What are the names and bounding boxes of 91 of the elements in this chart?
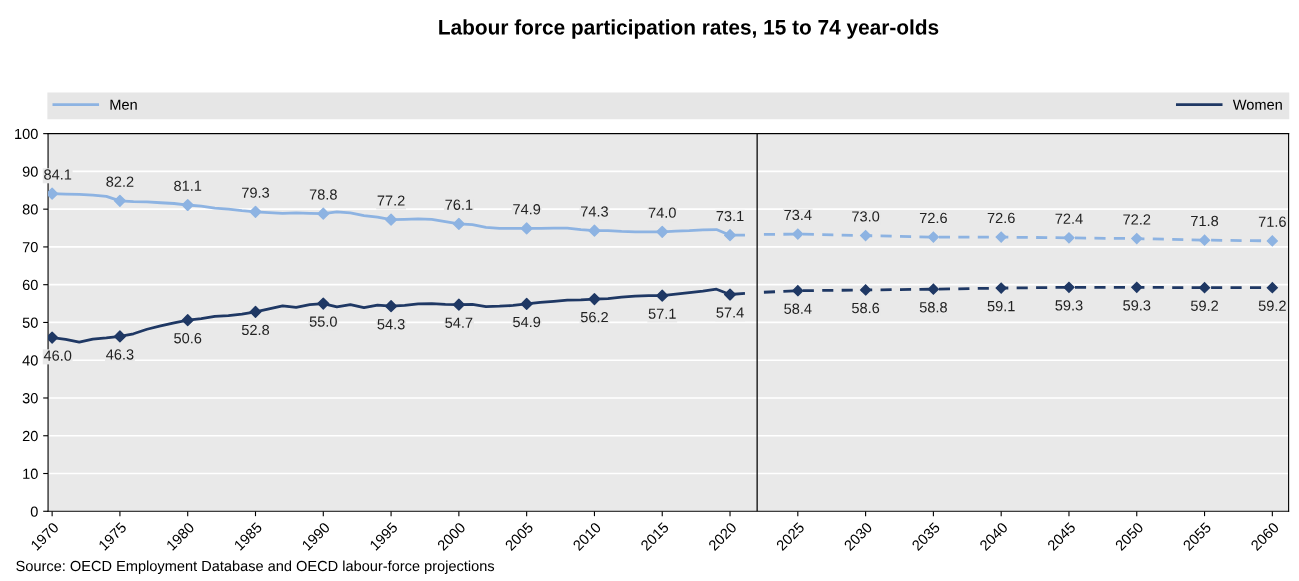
data-label: 72.6 (919, 212, 947, 224)
data-label: 50.6 (174, 333, 202, 344)
point (792, 228, 804, 240)
point (995, 231, 1007, 243)
data-label: 72.2 (1123, 214, 1151, 225)
point (1266, 235, 1278, 247)
data-label: 59.2 (1258, 300, 1286, 311)
y-tick-label: 50 (22, 317, 38, 328)
data-label: 56.2 (580, 311, 608, 323)
data-label: 58.4 (784, 303, 812, 314)
point (452, 217, 465, 230)
point (317, 297, 330, 310)
data-label: 58.6 (852, 302, 880, 314)
data-label: 71.6 (1258, 216, 1286, 227)
point (1131, 233, 1143, 245)
point (385, 300, 398, 313)
data-label: 54.3 (377, 319, 405, 330)
point (520, 222, 533, 235)
point (113, 194, 126, 207)
point (723, 288, 737, 301)
point (859, 284, 872, 296)
source-note: Source: OECD Employment Database and OECD labour-force projections (16, 560, 495, 575)
data-label: 74.3 (581, 206, 608, 217)
data-label: 72.6 (987, 212, 1015, 224)
data-label: 72.4 (1055, 213, 1083, 224)
data-label: 55.0 (309, 316, 337, 327)
data-label: 78.8 (309, 189, 337, 200)
point (656, 225, 669, 238)
data-label: 46.0 (43, 350, 72, 361)
legend-label: Men (110, 99, 137, 110)
data-label: 81.1 (174, 180, 202, 192)
point (181, 198, 194, 212)
point (927, 231, 939, 243)
data-label: 84.1 (44, 169, 72, 180)
y-tick-label: 40 (22, 355, 38, 366)
data-label: 74.9 (513, 204, 541, 215)
data-label: 73.1 (716, 210, 744, 222)
point (181, 314, 194, 327)
data-label: 74.0 (648, 207, 676, 218)
point (520, 297, 533, 311)
data-label: 79.3 (242, 187, 270, 198)
data-label: 73.0 (852, 211, 880, 222)
y-tick-label: 90 (22, 166, 38, 177)
data-label: 59.2 (1190, 300, 1219, 311)
data-label: 73.4 (784, 209, 812, 221)
y-tick-label: 100 (15, 128, 38, 140)
y-tick-label: 80 (22, 204, 38, 215)
point (1198, 282, 1211, 294)
data-label: 52.8 (241, 324, 270, 336)
data-label: 59.1 (987, 300, 1015, 312)
y-tick-label: 70 (22, 242, 38, 253)
point (859, 229, 872, 242)
legend-label: Women (1232, 99, 1282, 110)
point (1198, 234, 1211, 246)
point (656, 289, 669, 302)
point (452, 298, 465, 311)
data-label: 82.2 (106, 176, 134, 187)
point (1131, 281, 1143, 293)
y-tick-label: 30 (22, 393, 38, 404)
y-tick-label: 20 (22, 430, 38, 442)
point (927, 283, 939, 295)
y-tick-label: 60 (22, 279, 38, 291)
point (48, 331, 59, 344)
point (385, 213, 398, 226)
point (1063, 232, 1075, 244)
point (588, 292, 601, 306)
y-tick-label: 10 (23, 468, 38, 479)
data-label: 71.8 (1191, 215, 1219, 227)
y-tick-label: 0 (30, 506, 38, 517)
point (588, 224, 601, 237)
point (249, 205, 262, 218)
point (1266, 282, 1278, 294)
point (317, 207, 330, 220)
data-label: 58.8 (919, 302, 947, 313)
point (1063, 281, 1075, 293)
point (249, 305, 262, 318)
point (113, 330, 126, 343)
point (995, 282, 1007, 294)
data-label: 76.1 (445, 199, 473, 210)
point (723, 229, 737, 242)
point (48, 187, 59, 200)
data-label: 59.3 (1055, 300, 1083, 311)
data-label: 46.3 (106, 349, 134, 360)
data-label: 54.9 (513, 316, 541, 328)
data-label: 77.2 (377, 195, 405, 206)
data-label: 57.1 (648, 308, 676, 319)
data-label: 59.3 (1123, 300, 1151, 311)
point (792, 285, 804, 297)
chart-title: Labour force participation rates, 15 to 74 year-olds (439, 19, 939, 39)
data-label: 54.7 (445, 317, 473, 328)
data-label: 57.4 (716, 307, 744, 318)
